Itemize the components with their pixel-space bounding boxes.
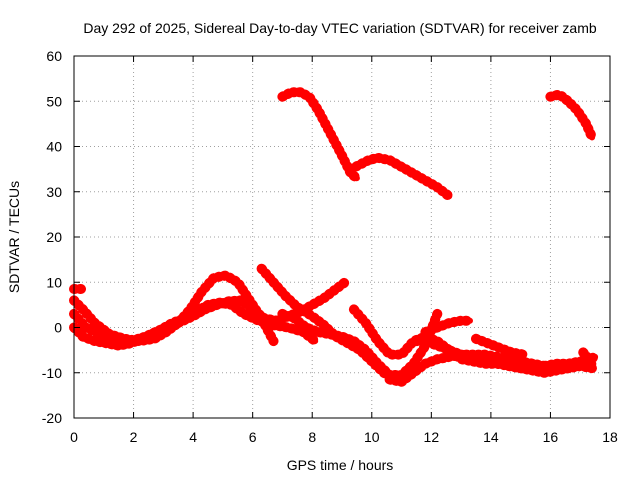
- series-markers-arc-3: [545, 89, 598, 143]
- y-axis-label: SDTVAR / TECUs: [6, 181, 22, 293]
- x-tick-label: 14: [483, 429, 499, 445]
- axis-ticks: 0 2 4 6 8 10 12 14 16 18 -20 -10 0 10 20 30 40 50 60: [42, 48, 618, 445]
- series-markers-arc-2: [345, 152, 455, 202]
- x-tick-label: 0: [70, 429, 78, 445]
- y-tick-label: -10: [42, 365, 62, 381]
- series-markers-arc-15: [578, 347, 601, 365]
- x-tick-label: 18: [602, 429, 618, 445]
- y-tick-label: 40: [46, 139, 62, 155]
- data-series: [69, 87, 601, 387]
- y-tick-label: -20: [42, 410, 62, 426]
- y-tick-label: 60: [46, 48, 62, 64]
- series-markers-arc-1: [277, 87, 362, 184]
- x-tick-label: 6: [249, 429, 257, 445]
- x-tick-label: 16: [543, 429, 559, 445]
- y-tick-label: 20: [46, 229, 62, 245]
- series-markers-arc-13: [471, 333, 529, 360]
- y-tick-label: 0: [54, 320, 62, 336]
- series-markers-arc-8: [277, 308, 443, 380]
- series-markers-arc-12: [420, 315, 475, 337]
- x-tick-label: 10: [364, 429, 380, 445]
- y-tick-label: 10: [46, 274, 62, 290]
- x-tick-label: 4: [189, 429, 197, 445]
- x-tick-label: 2: [130, 429, 138, 445]
- x-tick-label: 8: [308, 429, 316, 445]
- x-axis-label: GPS time / hours: [287, 457, 394, 473]
- y-tick-label: 30: [46, 184, 62, 200]
- chart-title: Day 292 of 2025, Sidereal Day-to-day VTE…: [83, 20, 596, 36]
- series-markers-arc-11: [411, 336, 598, 378]
- y-tick-label: 50: [46, 93, 62, 109]
- x-tick-label: 12: [424, 429, 440, 445]
